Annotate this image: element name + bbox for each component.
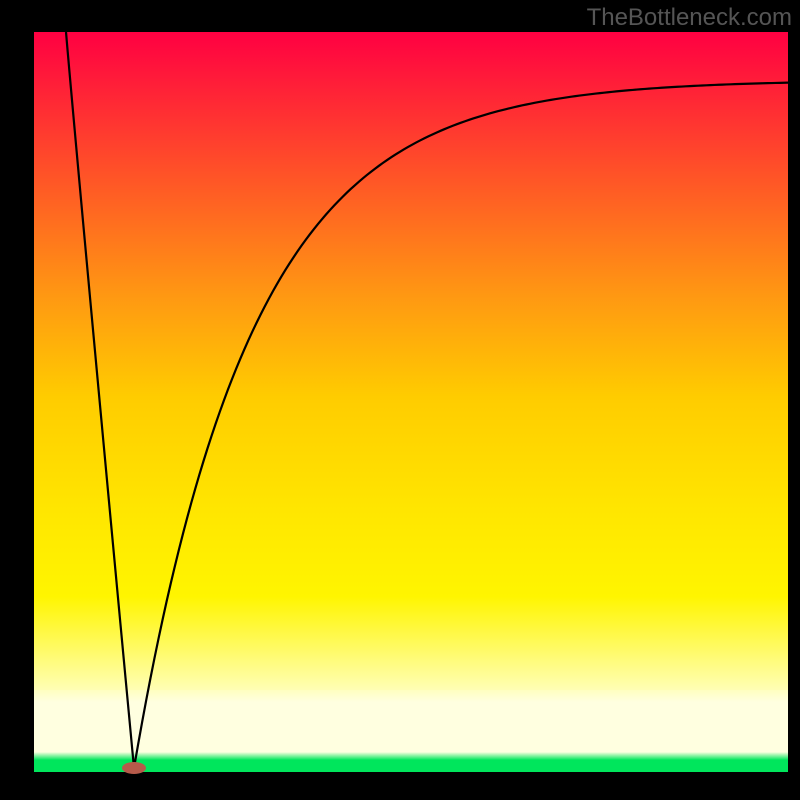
- chart-svg: [0, 0, 800, 800]
- green-blend: [34, 752, 788, 760]
- vertex-marker: [122, 762, 146, 774]
- bottleneck-chart: TheBottleneck.com: [0, 0, 800, 800]
- plot-greenband: [34, 760, 788, 772]
- plot-paleband: [34, 696, 788, 760]
- plot-gradient: [34, 32, 788, 696]
